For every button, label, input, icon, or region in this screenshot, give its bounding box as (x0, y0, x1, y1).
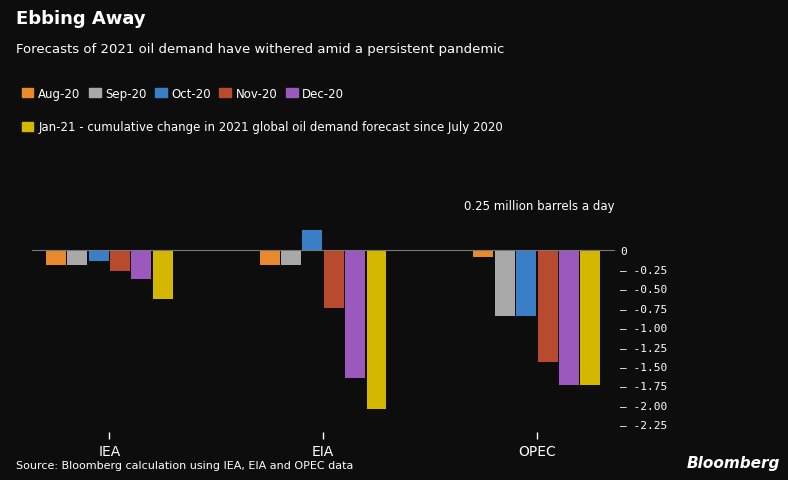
Legend: Jan-21 - cumulative change in 2021 global oil demand forecast since July 2020: Jan-21 - cumulative change in 2021 globa… (21, 121, 503, 134)
Bar (46, 250, 65, 265)
Bar (88, 250, 109, 262)
Bar (260, 250, 280, 265)
Bar (345, 250, 365, 378)
Bar (559, 250, 579, 385)
Bar (474, 250, 493, 258)
Bar (132, 250, 151, 279)
Text: Bloomberg: Bloomberg (687, 456, 780, 470)
Bar (153, 250, 173, 299)
Bar (537, 250, 558, 362)
Text: 0.25 million barrels a day: 0.25 million barrels a day (464, 199, 615, 212)
Bar (67, 250, 87, 265)
Bar (516, 250, 536, 316)
Text: Source: Bloomberg calculation using IEA, EIA and OPEC data: Source: Bloomberg calculation using IEA,… (16, 460, 353, 470)
Text: Ebbing Away: Ebbing Away (16, 10, 145, 27)
Bar (281, 250, 301, 265)
Legend: Aug-20, Sep-20, Oct-20, Nov-20, Dec-20: Aug-20, Sep-20, Oct-20, Nov-20, Dec-20 (21, 87, 344, 100)
Text: Forecasts of 2021 oil demand have withered amid a persistent pandemic: Forecasts of 2021 oil demand have wither… (16, 43, 504, 56)
Bar (303, 231, 322, 250)
Bar (495, 250, 515, 316)
Bar (110, 250, 130, 272)
Bar (366, 250, 386, 409)
Bar (324, 250, 344, 308)
Bar (581, 250, 600, 385)
